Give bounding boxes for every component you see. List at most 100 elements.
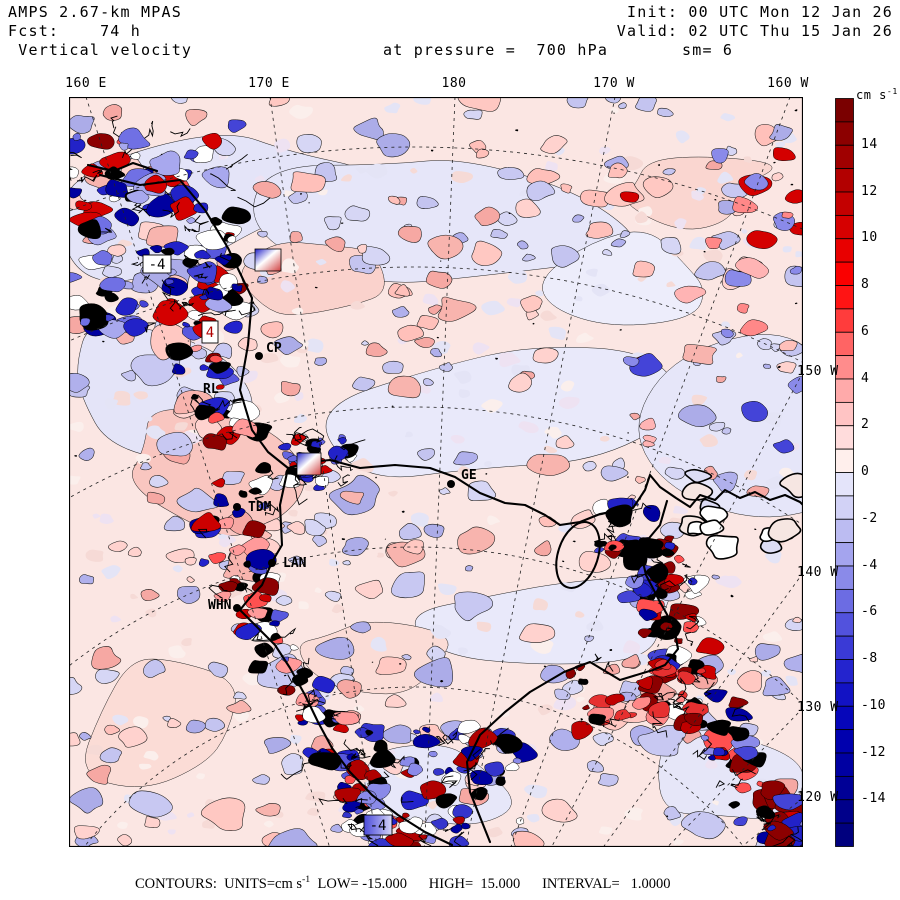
contour-blob [340,174,352,182]
contour-blob [741,229,748,234]
contour-blob [711,148,729,164]
contour-blob [457,719,481,734]
smoothing-label: sm= 6 [682,41,734,59]
contour-blob [624,807,643,821]
contour-blob [264,737,292,754]
contour-blob [785,675,798,686]
contour-scribble [756,813,769,824]
contour-scribble [294,475,308,486]
contour-blob [622,640,641,655]
contour-scribble [453,831,465,847]
station-label-TDM: TDM [248,500,272,515]
contour-blob [706,719,732,736]
contour-scribble [238,301,256,316]
contour-blob [429,692,443,703]
contour-blob [337,437,347,445]
contour-blob [143,416,153,422]
contour-blob [526,168,561,185]
contour-scribble [435,735,446,746]
contour-blob [274,138,291,153]
contour-scribble [653,691,675,701]
colorbar-cell [835,495,854,520]
contour-blob [682,621,699,633]
contour-blob [342,811,353,819]
parallel-arc [69,146,803,230]
contour-blob [580,718,583,721]
top-axis-label-180: 180 [441,76,467,91]
contour-scribble [292,426,309,442]
contour-blob [440,680,444,683]
contour-blob [452,816,465,825]
contour-scribble [440,775,458,788]
contour-blob [394,284,410,297]
contour-blob [329,558,340,567]
contour-scribble [350,753,371,760]
contour-blob [574,296,583,302]
forecast-hour-label: Fcst: 74 h [8,22,141,40]
station-dot-GE [447,480,455,488]
contour-blob [610,107,619,114]
contour-blob [87,133,115,150]
contour-blob [794,109,798,112]
contour-blob [310,440,322,449]
colorbar-tick-10: 10 [861,230,878,246]
contour-blob [592,732,614,746]
contour-blob [146,491,166,505]
contour-blob [613,112,615,114]
colorbar-tick--2: -2 [861,510,878,526]
contour-blob [342,537,369,556]
contour-blob [733,746,759,761]
contour-blob [397,225,422,243]
contour-blob [361,245,391,266]
contour-blob [727,726,750,742]
contour-blob [703,250,706,253]
colorbar-tick-0: 0 [861,464,870,479]
contour-blob [105,314,115,322]
contour-blob [772,793,803,811]
contour-scribble [294,428,325,443]
contour-blob [118,726,148,748]
island-outline [779,472,803,499]
contour-blob [165,278,175,285]
station-label-RL: RL [203,382,219,397]
contour-scribble [293,472,308,506]
contour-scribble [237,196,271,208]
contour-blob [619,329,622,331]
contour-blob [280,258,300,274]
contour-blob [637,628,653,639]
contour-blob [608,544,617,551]
colorbar-tick-6: 6 [861,323,870,339]
contour-scribble [324,713,336,720]
contour-blob [341,538,346,541]
contour-blob [384,694,407,708]
contour-blob [457,97,502,112]
contour-blob [763,363,772,369]
contour-blob [289,231,303,243]
contour-scribble [651,553,664,564]
colorbar-cell [835,378,854,403]
contour-blob [561,560,565,563]
contour-blob [508,372,532,393]
contour-blob [332,711,360,726]
contour-blob [314,476,329,487]
contour-blob [540,135,568,154]
contour-blob [79,731,92,741]
contour-scribble [97,227,113,234]
contour-scribble [442,730,458,745]
colorbar-cell [835,191,854,216]
contour-blob [760,669,772,677]
contour-blob [597,773,619,787]
contour-blob [199,294,209,300]
meridian-line [602,572,803,847]
contour-blob [657,107,674,118]
contour-blob [140,462,152,471]
contour-label-box [142,254,172,274]
contour-blob [638,608,658,621]
contour-blob [99,747,122,764]
contour-blob [457,466,472,475]
contour-blob [541,798,578,823]
colorbar-units-label: cm s-1 [856,86,898,102]
contour-scribble [625,545,634,556]
contour-blob [430,348,443,358]
init-time-label: Init: 00 UTC Mon 12 Jan 26 [627,3,893,21]
